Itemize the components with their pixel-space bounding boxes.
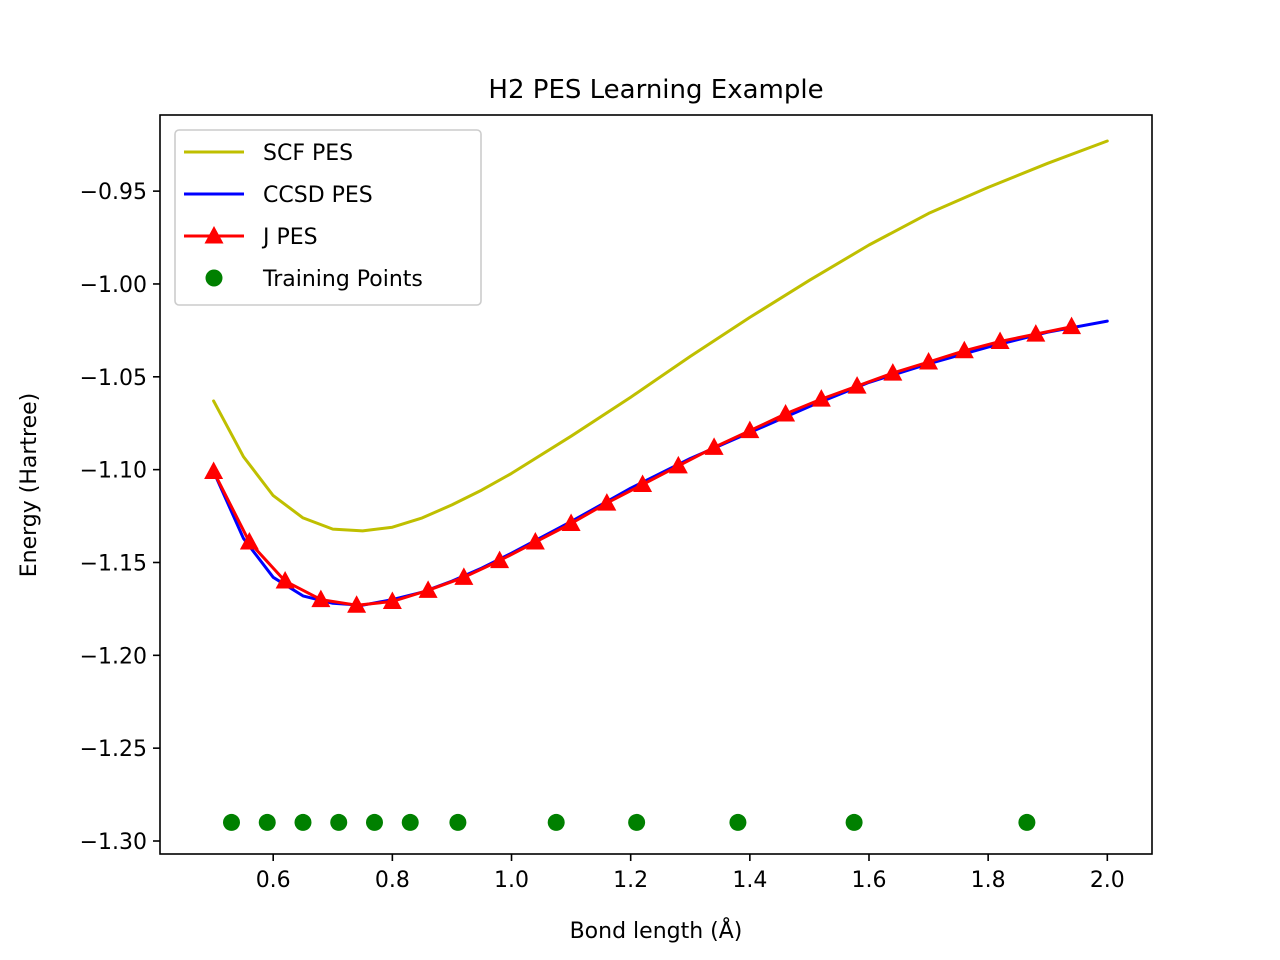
j-pes-marker [561, 513, 581, 531]
training-points-point [222, 813, 240, 831]
j-pes-marker [347, 595, 367, 613]
x-tick-label: 0.8 [375, 868, 410, 893]
j-pes-marker [704, 437, 724, 455]
x-tick-label: 1.8 [971, 868, 1006, 893]
legend-entry-ccsd-pes: CCSD PES [184, 183, 373, 208]
j-pes-marker [597, 493, 617, 511]
training-points-point [628, 813, 646, 831]
j-pes-marker [811, 389, 831, 407]
chart-title: H2 PES Learning Example [488, 75, 823, 105]
training-points-point [1018, 813, 1036, 831]
training-points-point [845, 813, 863, 831]
j-pes-marker [454, 567, 474, 585]
legend-label-ccsd-pes: CCSD PES [263, 183, 373, 208]
x-tick-label: 1.6 [851, 868, 886, 893]
y-tick-label: −1.10 [80, 459, 147, 484]
j-pes-marker [204, 461, 224, 480]
x-tick-label: 1.4 [732, 868, 767, 893]
j-pes-marker [382, 591, 402, 609]
x-axis-label: Bond length (Å) [570, 917, 743, 944]
training-points-point [729, 813, 747, 831]
x-tick-label: 1.0 [494, 868, 529, 893]
y-tick-label: −1.20 [80, 644, 147, 669]
y-tick-label: −1.30 [80, 830, 147, 855]
plot-frame [159, 114, 1153, 855]
y-tick-label: −1.25 [80, 737, 147, 762]
j-pes-marker [418, 580, 438, 598]
j-pes-series [204, 316, 1082, 613]
j-pes-marker [275, 571, 295, 589]
y-tick-label: −1.15 [80, 551, 147, 576]
training-points-point [401, 813, 419, 831]
legend-marker-j-pes [204, 226, 224, 244]
axis-ticks: 0.6 0.8 1.0 1.2 1.4 1.6 1.8 2.0 −0.95 −1.00 −1.05 −… [80, 180, 1125, 893]
training-points-point [365, 813, 383, 831]
legend-entry-training-points: Training Points [205, 267, 423, 292]
j-pes-marker [954, 340, 974, 359]
legend-entry-j-pes: J PES [184, 225, 318, 250]
training-points-point [294, 813, 312, 831]
j-pes-marker [239, 532, 259, 550]
legend-marker-training-points [205, 269, 223, 287]
legend-box [174, 129, 482, 306]
legend-label-scf-pes: SCF PES [263, 141, 353, 166]
j-pes-marker [990, 331, 1010, 350]
j-pes-marker [668, 455, 688, 474]
scf-pes-line [212, 139, 1109, 533]
training-points-point [449, 813, 467, 831]
plot-area [204, 139, 1109, 831]
y-tick-label: −0.95 [80, 180, 147, 205]
j-pes-marker [847, 376, 867, 394]
y-axis-label: Energy (Hartree) [17, 393, 42, 578]
training-points-point [258, 813, 276, 831]
j-pes-marker [740, 420, 760, 439]
j-pes-marker [490, 550, 510, 569]
legend-label-training-points: Training Points [262, 267, 423, 292]
legend: SCF PES CCSD PES J PES Training Points [174, 129, 482, 306]
j-pes-marker [776, 403, 796, 422]
legend-entry-scf-pes: SCF PES [184, 141, 353, 166]
x-tick-label: 1.2 [613, 868, 648, 893]
y-tick-label: −1.05 [80, 366, 147, 391]
j-pes-marker [1026, 324, 1046, 342]
training-points-point [547, 813, 565, 831]
j-pes-marker [919, 351, 939, 370]
j-pes-marker [1062, 316, 1082, 335]
j-pes-marker [883, 363, 903, 381]
j-pes-marker [633, 474, 653, 492]
j-pes-marker [525, 532, 545, 550]
x-tick-label: 2.0 [1090, 868, 1125, 893]
legend-label-j-pes: J PES [261, 225, 318, 250]
training-points-point [330, 813, 348, 831]
j-pes-marker [311, 589, 331, 608]
x-tick-label: 0.6 [256, 868, 291, 893]
scf-pes-series [212, 139, 1109, 533]
y-tick-label: −1.00 [80, 273, 147, 298]
training-points-series [222, 813, 1036, 831]
